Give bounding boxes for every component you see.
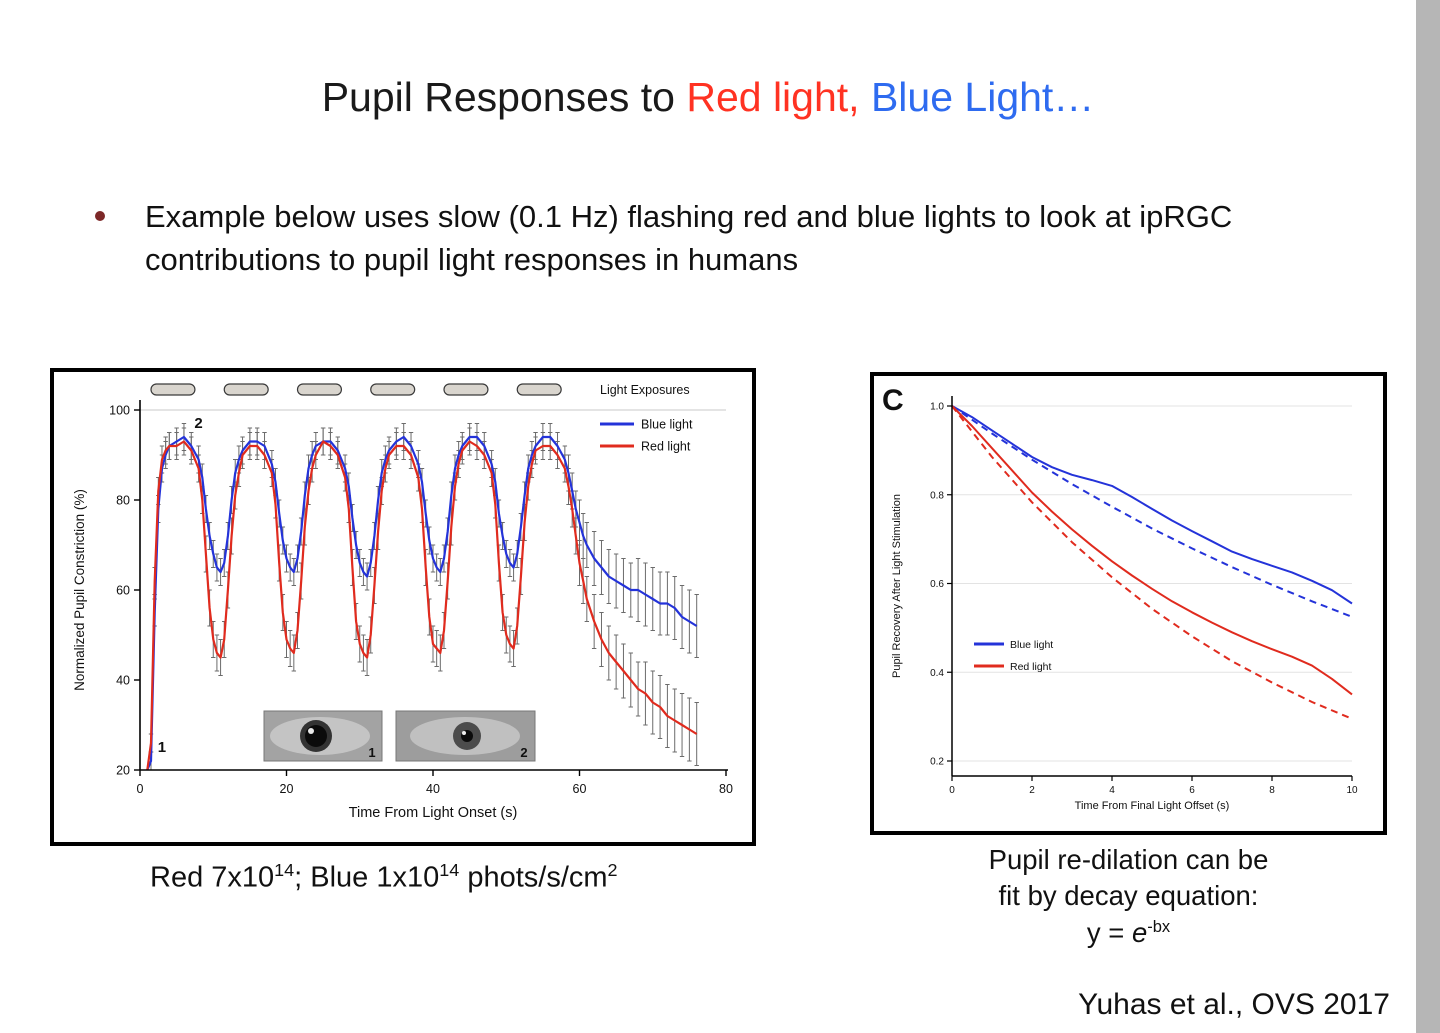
- title-part-black: Pupil Responses to: [321, 74, 687, 120]
- svg-text:1: 1: [158, 739, 166, 756]
- svg-text:6: 6: [1189, 785, 1195, 796]
- svg-text:Light Exposures: Light Exposures: [600, 383, 690, 397]
- svg-text:4: 4: [1109, 785, 1115, 796]
- svg-text:10: 10: [1346, 785, 1358, 796]
- window-edge-strip: [1416, 0, 1440, 1033]
- pupil-recovery-chart: 0.2 0.4 0.6 0.8 1.0 0 2 4 6 8 10 Time From Final Li…: [882, 384, 1358, 812]
- svg-text:8: 8: [1269, 785, 1275, 796]
- pupil-constriction-chart: 1 2 20 40 60 80 100 0 20 40 60 80 Time From Light On…: [72, 383, 733, 821]
- title-part-red: Red light,: [686, 74, 860, 120]
- light-exposure-bar: [150, 383, 196, 396]
- svg-text:C: C: [882, 384, 904, 417]
- caption-right-line2: fit by decay equation:: [998, 880, 1259, 912]
- svg-text:2: 2: [520, 745, 527, 760]
- svg-text:Red light: Red light: [641, 440, 691, 454]
- svg-text:Red light: Red light: [1010, 661, 1052, 673]
- svg-text:2: 2: [194, 415, 202, 432]
- svg-text:80: 80: [116, 494, 130, 508]
- svg-text:Time From Final Light Offset (: Time From Final Light Offset (s): [1075, 800, 1230, 812]
- svg-text:Pupil Recovery After Light Sti: Pupil Recovery After Light Stimulation: [891, 494, 903, 678]
- svg-text:0.8: 0.8: [930, 490, 944, 501]
- svg-text:60: 60: [116, 584, 130, 598]
- caption-left-text3: phots/s/cm: [459, 861, 608, 894]
- svg-text:0.6: 0.6: [930, 579, 944, 590]
- left-figure-caption: Red 7x1014; Blue 1x1014 phots/s/cm2: [150, 860, 618, 895]
- caption-left-sup1: 14: [274, 860, 295, 880]
- red-light-trace: [146, 440, 698, 771]
- right-figure-frame: 0.2 0.4 0.6 0.8 1.0 0 2 4 6 8 10 Time From Final Li…: [870, 372, 1387, 835]
- svg-text:Time From Light Onset (s): Time From Light Onset (s): [349, 805, 518, 821]
- svg-text:20: 20: [280, 782, 294, 796]
- svg-text:80: 80: [719, 782, 733, 796]
- light-exposure-bar: [443, 383, 489, 396]
- svg-text:1: 1: [368, 745, 375, 760]
- svg-text:100: 100: [109, 404, 130, 418]
- svg-text:60: 60: [573, 782, 587, 796]
- svg-text:20: 20: [116, 764, 130, 778]
- citation: Yuhas et al., OVS 2017: [1078, 988, 1390, 1021]
- svg-text:0: 0: [137, 782, 144, 796]
- light-exposure-bar: [296, 383, 343, 396]
- svg-text:Normalized Pupil Constriction: Normalized Pupil Constriction (%): [72, 489, 87, 691]
- blue-fit-trace: [951, 405, 1353, 618]
- svg-text:0: 0: [949, 785, 955, 796]
- bullet-icon: [95, 211, 105, 221]
- bullet-text: Example below uses slow (0.1 Hz) flashin…: [145, 199, 1233, 277]
- caption-left-sup2: 14: [439, 860, 460, 880]
- light-exposure-bar: [370, 383, 416, 396]
- caption-right-line1: Pupil re-dilation can be: [988, 844, 1269, 875]
- title-part-blue: Blue Light…: [859, 74, 1095, 120]
- caption-right-equation: y = e-bx: [1086, 916, 1171, 948]
- svg-text:2: 2: [1029, 785, 1035, 796]
- bullet-item: Example below uses slow (0.1 Hz) flashin…: [95, 196, 1310, 282]
- caption-left-sup3: 2: [607, 860, 618, 880]
- svg-text:1.0: 1.0: [930, 402, 944, 413]
- svg-text:0.4: 0.4: [930, 668, 944, 679]
- page-title: Pupil Responses to Red light, Blue Light…: [0, 74, 1416, 121]
- left-figure-frame: 1 2 20 40 60 80 100 0 20 40 60 80 Time From Light On…: [50, 368, 756, 846]
- svg-text:Blue light: Blue light: [1010, 639, 1053, 651]
- blue-light-trace: [951, 405, 1353, 605]
- red-light-trace: [951, 405, 1353, 696]
- svg-text:Blue light: Blue light: [641, 418, 693, 432]
- light-exposure-bar: [223, 383, 269, 396]
- light-exposure-bar: [516, 383, 562, 396]
- right-figure-caption: Pupil re-dilation can be fit by decay eq…: [870, 842, 1387, 951]
- svg-text:0.2: 0.2: [930, 757, 944, 768]
- svg-text:40: 40: [116, 674, 130, 688]
- blue-light-trace: [146, 435, 698, 771]
- svg-text:40: 40: [426, 782, 440, 796]
- caption-left-text: Red 7x10: [150, 861, 275, 894]
- caption-left-text2: ; Blue 1x10: [294, 861, 440, 894]
